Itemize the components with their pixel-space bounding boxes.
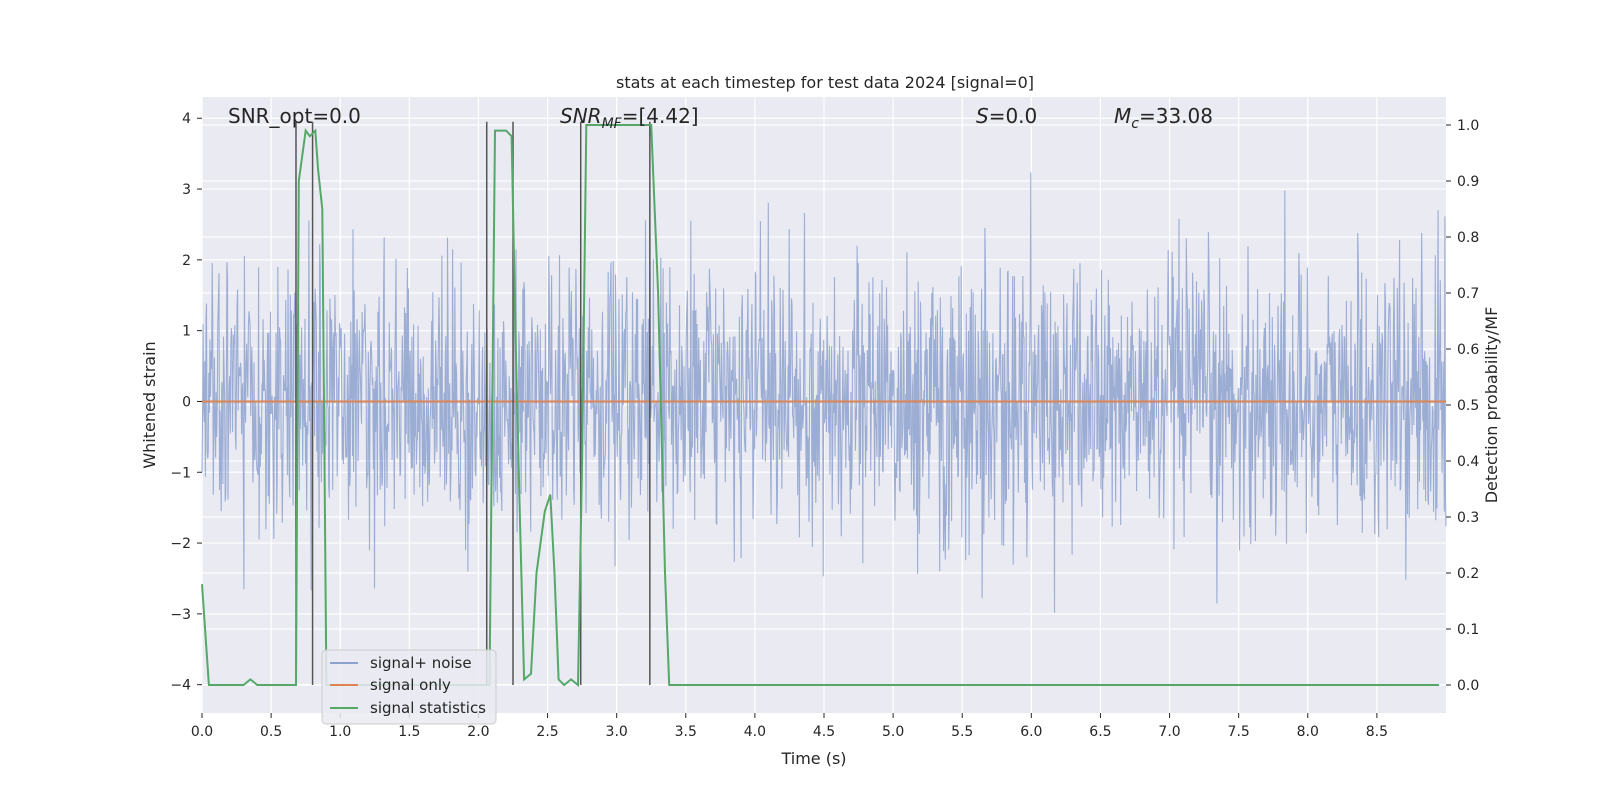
legend-label-statistics: signal statistics [370, 699, 486, 717]
legend-label-signal: signal only [370, 676, 451, 694]
x-tick-label: 0.0 [191, 724, 213, 740]
y2-axis-label: Detection probability/MF [1482, 307, 1501, 504]
y-axis-label: Whitened strain [140, 341, 159, 468]
y-tick-label: −3 [170, 607, 191, 623]
x-axis-ticks: 0.0 0.5 1.0 1.5 2.0 2.5 3.0 3.5 4.0 4.5 5.0 5.5 6.0 6… [191, 713, 1388, 740]
y2-tick-label: 0.8 [1457, 230, 1479, 246]
y-tick-label: 0 [182, 394, 191, 410]
y-tick-label: 3 [182, 182, 191, 198]
mc-main: M [1114, 104, 1131, 128]
y-tick-label: −1 [170, 465, 191, 481]
x-tick-label: 3.0 [606, 724, 628, 740]
snr-mf-subscript: MF [602, 116, 623, 132]
mc-subscript: c [1131, 116, 1139, 132]
y2-tick-label: 0.2 [1457, 566, 1479, 582]
x-axis-label: Time (s) [780, 749, 846, 768]
x-tick-label: 6.0 [1020, 724, 1042, 740]
mc-value: =33.08 [1139, 104, 1213, 128]
legend: signal+ noise signal only signal statist… [321, 649, 497, 725]
x-tick-label: 2.0 [467, 724, 489, 740]
y-tick-label: 1 [182, 324, 191, 340]
y2-tick-label: 0.3 [1457, 510, 1479, 526]
chart-title: stats at each timestep for test data 202… [616, 73, 1034, 92]
snr-opt-annotation: SNR_opt=0.0 [228, 104, 361, 128]
s-annotation: S=0.0 [976, 104, 1037, 128]
s-main: S [976, 104, 989, 128]
x-tick-label: 8.0 [1297, 724, 1319, 740]
y-tick-label: −4 [170, 678, 191, 694]
y2-tick-label: 0.5 [1457, 398, 1479, 414]
s-value: =0.0 [989, 104, 1038, 128]
legend-box [321, 649, 497, 725]
y2-tick-label: 1.0 [1457, 118, 1479, 134]
x-tick-label: 4.5 [813, 724, 835, 740]
y-tick-label: 4 [182, 111, 191, 127]
x-tick-label: 7.5 [1228, 724, 1250, 740]
x-tick-label: 2.5 [536, 724, 558, 740]
y2-tick-label: 0.4 [1457, 454, 1479, 470]
y2-tick-label: 0.1 [1457, 622, 1479, 638]
y2-axis-ticks: 1.0 0.9 0.8 0.7 0.6 0.5 0.4 0.3 0.2 0.1 0.0 [1446, 118, 1479, 694]
annotations: SNR_opt=0.0 SNRMF=[4.42] S=0.0 Mc=33.08 [228, 104, 1213, 132]
y-axis-ticks: 4 3 2 1 0 −1 −2 −3 −4 [170, 111, 202, 694]
x-tick-label: 7.0 [1158, 724, 1180, 740]
legend-label-noise: signal+ noise [370, 654, 472, 672]
mc-annotation: Mc=33.08 [1114, 104, 1213, 132]
x-tick-label: 1.5 [398, 724, 420, 740]
signal-noise-series [201, 172, 1447, 613]
x-tick-label: 5.5 [951, 724, 973, 740]
x-tick-label: 5.0 [882, 724, 904, 740]
snr-mf-main: SNR [560, 104, 602, 128]
x-tick-label: 4.0 [744, 724, 766, 740]
x-tick-label: 6.5 [1089, 724, 1111, 740]
x-tick-label: 1.0 [329, 724, 351, 740]
y-tick-label: 2 [182, 253, 191, 269]
y2-tick-label: 0.9 [1457, 174, 1479, 190]
x-tick-label: 0.5 [260, 724, 282, 740]
y2-tick-label: 0.0 [1457, 678, 1479, 694]
y-tick-label: −2 [170, 536, 191, 552]
snr-mf-annotation: SNRMF=[4.42] [560, 104, 699, 132]
signal-noise-line [201, 172, 1447, 613]
detection-markers [295, 121, 651, 685]
y2-tick-label: 0.7 [1457, 286, 1479, 302]
snr-mf-value: =[4.42] [622, 104, 699, 128]
x-tick-label: 3.5 [675, 724, 697, 740]
y2-tick-label: 0.6 [1457, 342, 1479, 358]
x-tick-label: 8.5 [1366, 724, 1388, 740]
